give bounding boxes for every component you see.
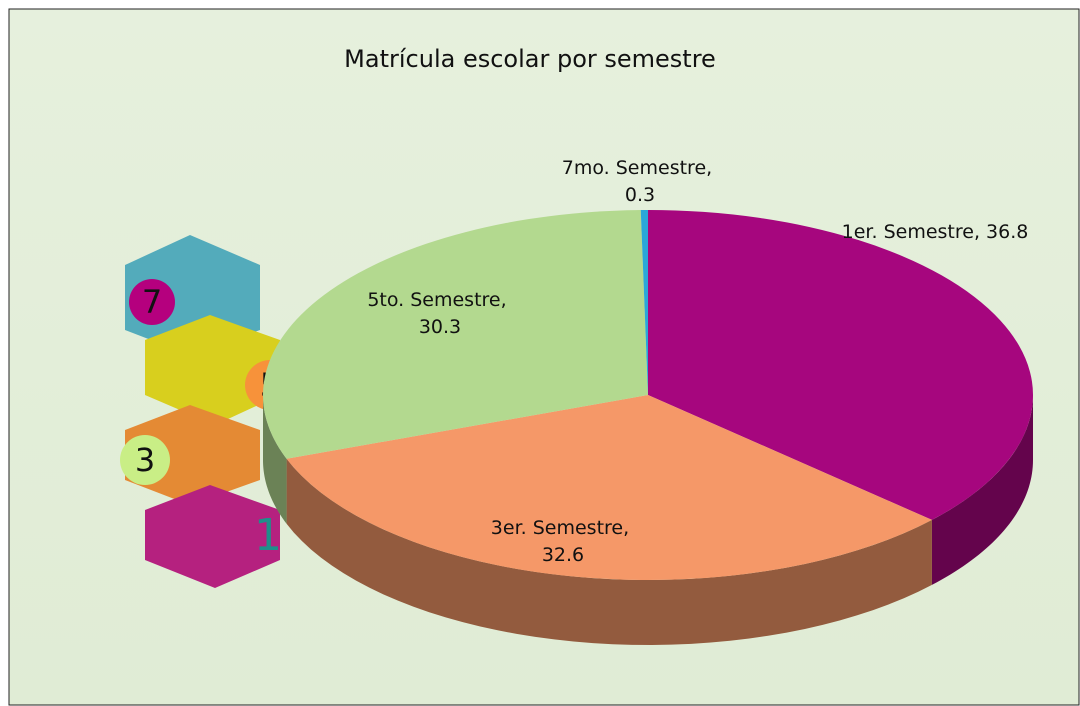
page: Matrícula escolar por semestre 7 5 3 1 1…	[0, 0, 1080, 706]
chart: Matrícula escolar por semestre 7 5 3 1 1…	[0, 0, 1080, 706]
illustration-number: 1	[254, 510, 282, 561]
chart-title: Matrícula escolar por semestre	[344, 45, 716, 73]
illustration-number: 7	[142, 283, 162, 321]
illustration-number: 3	[135, 441, 155, 479]
data-label: 1er. Semestre, 36.8	[842, 221, 1029, 243]
